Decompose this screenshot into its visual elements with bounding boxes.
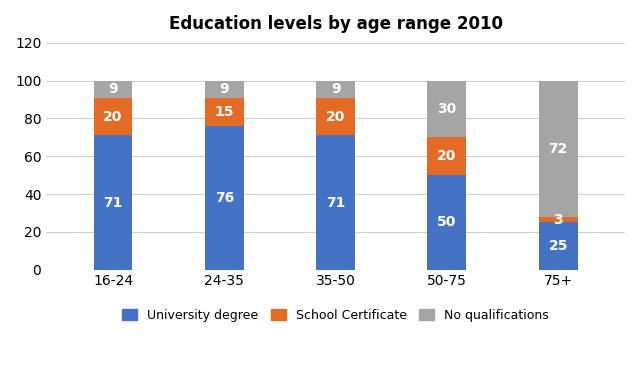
Bar xyxy=(316,135,355,269)
Text: 20: 20 xyxy=(437,149,456,163)
Text: 3: 3 xyxy=(554,213,563,227)
Bar xyxy=(428,81,467,137)
Text: 30: 30 xyxy=(437,102,456,116)
Bar xyxy=(428,175,467,269)
Bar xyxy=(93,135,132,269)
Text: 20: 20 xyxy=(326,110,346,124)
Text: 50: 50 xyxy=(437,215,456,229)
Text: 72: 72 xyxy=(548,142,568,156)
Text: 9: 9 xyxy=(220,82,229,96)
Text: 76: 76 xyxy=(214,191,234,205)
Text: 15: 15 xyxy=(214,105,234,119)
Bar xyxy=(205,126,244,269)
Text: 25: 25 xyxy=(548,239,568,253)
Text: 20: 20 xyxy=(103,110,123,124)
Bar xyxy=(539,81,578,217)
Text: 71: 71 xyxy=(103,196,123,210)
Text: 9: 9 xyxy=(108,82,118,96)
Title: Education levels by age range 2010: Education levels by age range 2010 xyxy=(168,15,502,33)
Bar xyxy=(93,81,132,98)
Text: 71: 71 xyxy=(326,196,346,210)
Bar xyxy=(428,137,467,175)
Bar xyxy=(93,98,132,135)
Bar xyxy=(205,81,244,98)
Bar xyxy=(316,81,355,98)
Bar xyxy=(539,222,578,269)
Bar xyxy=(539,217,578,222)
Text: 9: 9 xyxy=(331,82,340,96)
Bar xyxy=(316,98,355,135)
Bar xyxy=(205,98,244,126)
Legend: University degree, School Certificate, No qualifications: University degree, School Certificate, N… xyxy=(117,304,554,327)
